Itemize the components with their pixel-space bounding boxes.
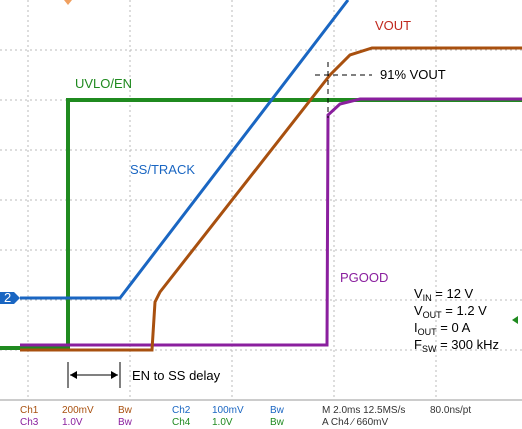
symbol: F — [414, 337, 422, 352]
symbol: V — [414, 303, 423, 318]
footer-item: Bw — [270, 405, 285, 416]
ch2-marker-label: 2 — [4, 290, 11, 305]
ch2-marker — [0, 292, 20, 304]
condition: IOUT = 0 A — [414, 320, 471, 337]
footer-item: Ch4 — [172, 417, 191, 428]
footer: Ch1 200mV Bw Ch2 100mV Bw M 2.0ms 12.5MS/s 80.0… — [20, 405, 471, 428]
footer-item: Bw — [118, 417, 133, 428]
value: = 12 V — [432, 286, 474, 301]
condition: VIN = 12 V — [414, 286, 474, 303]
vout-pct-label: 91% VOUT — [380, 67, 446, 82]
footer-item: Ch1 — [20, 405, 39, 416]
trigger-level — [512, 316, 518, 324]
vout-trace — [20, 46, 522, 352]
footer-item: M 2.0ms 12.5MS/s — [322, 405, 405, 416]
symbol: I — [414, 320, 418, 335]
footer-item: Ch2 — [172, 405, 191, 416]
footer-item: 200mV — [62, 405, 94, 416]
subscript: IN — [423, 293, 432, 303]
value: = 300 kHz — [436, 337, 499, 352]
value: = 0 A — [437, 320, 471, 335]
ss-label: SS/TRACK — [130, 162, 195, 177]
pgood-label: PGOOD — [340, 270, 388, 285]
footer-item: 100mV — [212, 405, 244, 416]
pgood-trace — [20, 97, 522, 347]
symbol: V — [414, 286, 423, 301]
footer-item: A Ch4 ∕ 660mV — [322, 417, 388, 428]
footer-item: Ch3 — [20, 417, 39, 428]
footer-item: Bw — [118, 405, 133, 416]
subscript: SW — [422, 344, 437, 354]
subscript: OUT — [418, 327, 438, 337]
uvlo-trace — [0, 98, 522, 350]
footer-item: 80.0ns/pt — [430, 405, 471, 416]
uvlo-label: UVLO/EN — [75, 76, 132, 91]
value: = 1.2 V — [442, 303, 487, 318]
footer-item: Bw — [270, 417, 285, 428]
condition: FSW = 300 kHz — [414, 337, 499, 354]
footer-item: 1.0V — [212, 417, 233, 428]
delay-label: EN to SS delay — [132, 368, 221, 383]
vout-label: VOUT — [375, 18, 411, 33]
subscript: OUT — [423, 310, 443, 320]
condition: VOUT = 1.2 V — [414, 303, 487, 320]
ss-trace — [20, 0, 350, 300]
footer-item: 1.0V — [62, 417, 83, 428]
trigger-marker — [64, 0, 72, 5]
